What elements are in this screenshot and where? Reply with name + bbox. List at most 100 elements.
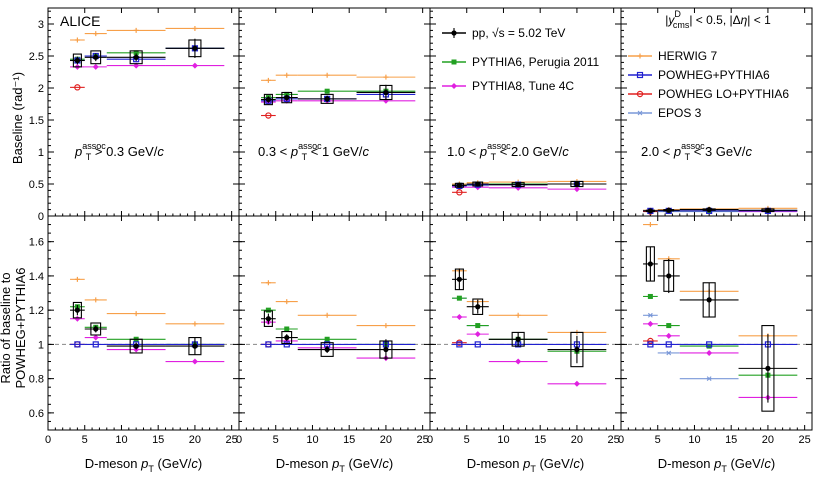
bottom-panel-0-xtick-label: 5 <box>82 434 88 446</box>
top-panel-0-ytick-label: 1 <box>38 147 44 159</box>
bottom-panel-3-powheg-marker-1 <box>665 341 672 348</box>
bottom-panel-0-tune4c-marker-1 <box>92 334 99 341</box>
top-panel-0-data-marker-3-dot <box>192 45 198 51</box>
bottom-panel-3-tune4c-marker-2 <box>706 349 713 356</box>
bottom-panel-3-perugia-marker-2 <box>706 343 712 349</box>
bottom-panel-0-xtick-label: 10 <box>115 434 127 446</box>
legend-marker-perugia-square <box>451 59 457 65</box>
bottom-panel-0-tune4c-marker-0 <box>74 315 81 322</box>
bottom-panel-2-xtick-label: 5 <box>464 434 470 446</box>
top-panel-3-data-marker-0-dot <box>647 208 653 214</box>
bottom-panel-1-perugia-marker-0 <box>265 307 271 313</box>
bottom-panel-1-data-marker-1-dot <box>284 334 290 341</box>
experiment-label: ALICE <box>60 13 100 29</box>
bottom-panel-0-powheg-marker-0-open-square <box>74 341 81 348</box>
bottom-panel-2-perugia-marker-0 <box>456 295 462 301</box>
bottom-panel-3-perugia-marker-0-square <box>647 293 653 299</box>
bottom-panel-0-ytick-label: 0.6 <box>29 408 44 420</box>
bottom-panel-3-perugia-marker-1-square <box>666 323 672 329</box>
legend-marker-epos-star <box>637 110 643 116</box>
top-panel-0-data-marker-3 <box>192 45 198 51</box>
top-panel-0-data-marker-0-dot <box>74 57 80 64</box>
top-panel-1-data-marker-3-dot <box>383 89 389 96</box>
bottom-panel-2-perugia-marker-1-square <box>475 323 481 329</box>
bottom-panel-0-data-marker-0-dot <box>74 307 80 313</box>
legend-marker-tune4c <box>451 83 457 89</box>
legend-item-tune4c: PYTHIA8, Tune 4C <box>442 79 574 93</box>
bottom-panel-1-data-marker-0 <box>265 316 271 322</box>
bottom-panel-0-herwig-marker-0 <box>74 276 80 282</box>
bottom-panel-2-perugia-marker-1 <box>475 323 481 329</box>
kinematic-selection: |yD cms| < 0.5, |Δη| < 1 <box>665 9 771 30</box>
bottom-panel-3-powheglo-marker-0-open-circle <box>647 337 654 345</box>
bottom-panel-1-xtick-label: 25 <box>417 434 429 446</box>
top-panel-3-data-marker-3 <box>765 207 771 213</box>
top-panel-1-data-marker-3 <box>383 89 389 96</box>
top-panel-0-data-marker-1 <box>93 54 99 60</box>
legend-marker-herwig <box>637 53 643 59</box>
bottom-panel-3-data-marker-1-dot <box>666 273 672 279</box>
top-panel-0-tune4c-marker-1 <box>92 63 99 70</box>
bottom-panel-0-xtick-label: 25 <box>226 434 238 446</box>
bottom-panel-1-herwig-marker-3 <box>383 323 389 329</box>
bottom-panel-1-data-marker-3-dot <box>383 346 389 353</box>
bottom-panel-2-data-marker-2-dot <box>515 336 521 342</box>
bottom-panel-3-data-marker-0-dot <box>647 261 653 267</box>
top-panel-0-herwig-marker-2-cross <box>133 27 139 33</box>
x-axis-label-3: D-meson pT (GeV/c) <box>658 456 776 474</box>
legend-label-epos: EPOS 3 <box>658 106 702 120</box>
bottom-panel-0-herwig-marker-2-cross <box>133 311 139 317</box>
top-panel-1-powheglo-marker-0-open-circle <box>265 112 272 119</box>
bottom-panel-0-data-marker-1-dot <box>93 326 99 332</box>
bottom-panel-0-herwig-marker-3 <box>192 321 198 327</box>
bottom-panel-0-data-marker-0 <box>74 307 80 313</box>
bottom-panel-3-tune4c-marker-1-diamond <box>665 332 672 339</box>
bottom-panel-3-data-marker-3 <box>765 365 771 371</box>
legend-marker-powheglo-open-circle <box>636 90 644 98</box>
bottom-panel-3-epos-marker-1 <box>666 350 672 356</box>
bottom-panel-1-herwig-marker-0-cross <box>265 280 271 286</box>
legend-label-tune4c: PYTHIA8, Tune 4C <box>472 79 574 93</box>
bottom-panel-3-xtick-label: 10 <box>688 434 700 446</box>
bottom-panel-3-powheg-marker-1-open-square <box>665 341 672 348</box>
bottom-panel-3-powheg-marker-0-open-square <box>647 341 654 348</box>
bottom-ylabel-line2: POWHEG+PYTHIA6 <box>13 268 28 389</box>
x-axis-label-2: D-meson pT (GeV/c) <box>467 456 585 474</box>
top-panel-0-tune4c-marker-3 <box>191 62 198 69</box>
top-panel-1-data-marker-1-dot <box>284 95 290 101</box>
top-panel-1-frame <box>238 7 431 217</box>
bottom-panel-0-xtick-label: 20 <box>189 434 201 446</box>
bottom-panel-0-ytick-label: 1.2 <box>29 305 44 317</box>
bottom-panel-1-herwig-marker-0 <box>265 280 271 286</box>
legend-label-powheg: POWHEG+PYTHIA6 <box>658 68 770 82</box>
legend-marker-powheg-open-square <box>636 71 644 79</box>
bottom-panel-1-perugia-marker-2 <box>324 336 330 342</box>
legend-marker-perugia <box>451 59 457 65</box>
top-panel-2-data-marker-3 <box>574 181 580 187</box>
top-panel-2-tune4c-marker-3-diamond <box>573 186 580 193</box>
bottom-panel-3-perugia-marker-1 <box>666 323 672 329</box>
x-axis-label-1: D-meson pT (GeV/c) <box>276 456 394 474</box>
bottom-panel-0-herwig-marker-0-cross <box>74 276 80 282</box>
bottom-panel-3-data-marker-3-dot <box>765 365 771 371</box>
bottom-panel-0-herwig-marker-1-cross <box>93 297 99 303</box>
bottom-panel-2-data-marker-0-dot <box>456 276 462 282</box>
bottom-panel-2-data-marker-0 <box>456 276 462 282</box>
bottom-ylabel-line1: Ratio of baseline to <box>0 272 13 383</box>
panel-label-2: 1.0 < passoc T < 2.0 GeV/c <box>447 141 569 162</box>
bottom-panel-3-data-marker-1 <box>666 273 672 279</box>
bottom-panel-1-data-marker-0-dot <box>265 316 271 322</box>
top-panel-1-herwig-marker-0-cross <box>265 77 271 83</box>
bottom-panel-0-herwig-marker-3-cross <box>192 321 198 327</box>
top-panel-0-tune4c-marker-1-diamond <box>92 63 99 70</box>
bottom-panel-0-data-marker-2-dot <box>133 343 139 349</box>
bottom-panel-1-herwig-marker-3-cross <box>383 323 389 329</box>
top-panel-2-powheglo-marker-0-open-circle <box>456 189 463 196</box>
bottom-panel-3-tune4c-marker-2-diamond <box>706 349 713 356</box>
top-panel-0-data-marker-1-dot <box>93 54 99 60</box>
bottom-panel-3-epos-marker-0 <box>647 312 653 318</box>
top-panel-2-tune4c-marker-3 <box>573 186 580 193</box>
bottom-panel-3-xtick-label: 0 <box>618 434 624 446</box>
bottom-panel-1-perugia-marker-0-square <box>265 307 271 313</box>
